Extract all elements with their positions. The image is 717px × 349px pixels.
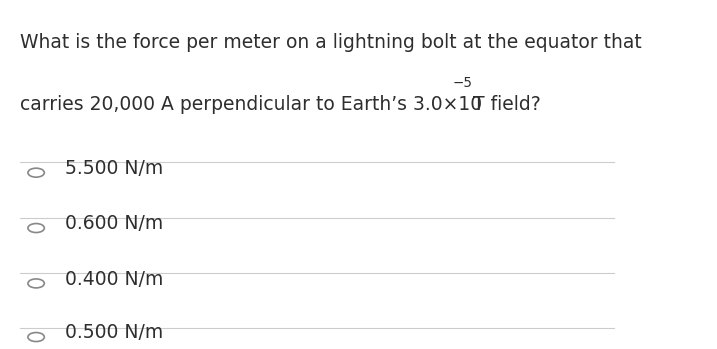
Text: What is the force per meter on a lightning bolt at the equator that: What is the force per meter on a lightni… xyxy=(20,32,642,52)
Text: 0.600 N/m: 0.600 N/m xyxy=(65,214,163,233)
Text: T field?: T field? xyxy=(473,95,541,114)
Text: carries 20,000 A perpendicular to Earth’s 3.0×10: carries 20,000 A perpendicular to Earth’… xyxy=(20,95,483,114)
Text: 5.500 N/m: 5.500 N/m xyxy=(65,159,163,178)
Text: 0.500 N/m: 0.500 N/m xyxy=(65,323,163,342)
Text: 0.400 N/m: 0.400 N/m xyxy=(65,269,163,289)
Text: −5: −5 xyxy=(453,76,473,90)
